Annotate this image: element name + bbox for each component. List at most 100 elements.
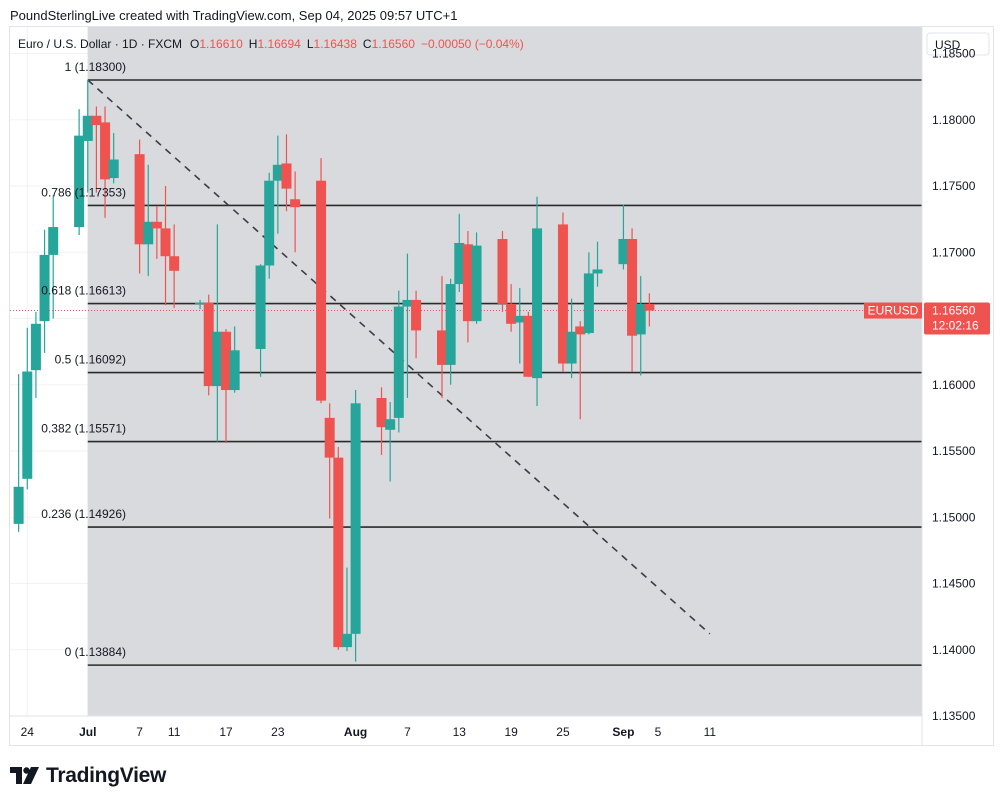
candle-body [566,331,577,364]
candle-body [523,315,534,377]
candle-body [627,239,638,336]
legend-symbol: Euro / U.S. Dollar · 1D · FXCM [18,37,182,51]
time-tick: 13 [453,725,467,739]
candle-body [13,486,24,524]
candle-body [454,242,465,285]
candle-body [402,299,413,307]
time-tick: Jul [79,725,96,739]
candle-body [91,115,102,126]
legend-h-value: 1.16694 [257,37,301,51]
candle-body [316,180,327,401]
price-tick: 1.16000 [932,378,976,392]
time-tick: 19 [504,725,518,739]
candle-body [281,163,292,189]
candle-body [100,122,111,180]
ohlc-legend: Euro / U.S. Dollar · 1D · FXCM O1.16610 H1… [18,37,524,51]
time-tick: Sep [612,725,634,739]
time-tick: 25 [556,725,570,739]
candle-body [341,633,352,648]
candle-body [411,299,422,331]
legend-change: −0.00050 (−0.04%) [421,37,524,51]
price-tick: 1.13500 [932,709,976,723]
time-tick: 17 [219,725,233,739]
legend-c-label: C [363,37,372,51]
candle-body [350,403,361,634]
time-tick: 24 [21,725,35,739]
candle-body [333,457,344,648]
fib-label: 0 (1.13884) [65,645,126,659]
time-tick: Aug [344,725,367,739]
chart-frame[interactable]: 1 (1.18300) 0.786 (1.17353) 0.618 (1.16613… [9,26,994,746]
candle-body [160,228,171,257]
tradingview-logo-text: TradingView [46,764,167,787]
candle-body [385,419,396,430]
candle-body [264,180,275,266]
candle-body [437,330,447,365]
candle-body [143,221,154,245]
candle-body [532,228,543,379]
legend-l-value: 1.16438 [314,37,358,51]
tradingview-logo-icon [10,767,39,784]
fib-label: 0.786 (1.17353) [41,185,126,199]
candles [13,80,655,662]
currency-label: USD [935,38,961,52]
price-tick: 1.14500 [932,577,976,591]
candle-body [506,303,517,324]
candle-body [644,303,655,311]
candle-body [22,371,33,479]
time-tick: 23 [271,725,285,739]
candle-body [575,326,586,335]
price-tick: 1.18500 [932,47,976,61]
ohlc-legend-text: Euro / U.S. Dollar · 1D · FXCM O1.16610 H1… [18,37,524,51]
candle-body [212,331,223,387]
candle-body [583,273,594,334]
price-tick: 1.17000 [932,245,976,259]
legend-c-value: 1.16560 [372,37,416,51]
candle-body [272,164,283,181]
candle-body [557,224,568,364]
candle-body [108,159,119,179]
fib-label: 0.382 (1.15571) [41,422,126,436]
candle-body [445,284,456,365]
time-tick: 11 [168,725,181,739]
candle-body [195,302,206,305]
currency-box [926,32,990,56]
fib-label: 1 (1.18300) [65,60,126,74]
candle-body [229,350,240,391]
candle-body [618,239,629,265]
candle-body [74,135,85,228]
candle-body [393,306,404,418]
legend-h-label: H [249,37,258,51]
candle-body [48,227,59,255]
legend-o-value: 1.16610 [199,37,243,51]
candle-body [134,154,145,245]
legend-l-label: L [307,37,314,51]
price-chart[interactable]: 1 (1.18300) 0.786 (1.17353) 0.618 (1.16613… [10,27,993,745]
candle-body [592,269,603,274]
fib-labels: 1 (1.18300) 0.786 (1.17353) 0.618 (1.16613… [41,60,126,659]
fib-label: 0.236 (1.14926) [41,507,126,521]
price-axis: USD1.185001.180001.175001.170001.165001.… [864,27,990,745]
candle-body [514,315,525,323]
candle-body [221,331,231,391]
last-price-countdown: 12:02:16 [932,319,979,333]
price-tick: 1.15500 [932,444,976,458]
candle-body [151,221,162,229]
time-tick: 5 [655,725,662,739]
last-price-tag [924,302,990,335]
candle-body [169,256,180,271]
candle-body [635,303,646,335]
candle-body [203,302,214,387]
candle-body [82,115,93,141]
candle-body [324,417,335,458]
last-price-value: 1.16560 [932,304,976,318]
time-tick: 7 [136,725,143,739]
candle-body [462,244,473,322]
candle-body [30,323,41,371]
price-tick: 1.18000 [932,113,976,127]
candle-body [290,199,301,208]
time-tick: 11 [704,725,717,739]
fib-label: 0.5 (1.16092) [55,353,126,367]
fib-label: 0.618 (1.16613) [41,284,126,298]
tradingview-logo[interactable]: TradingView [10,764,166,788]
